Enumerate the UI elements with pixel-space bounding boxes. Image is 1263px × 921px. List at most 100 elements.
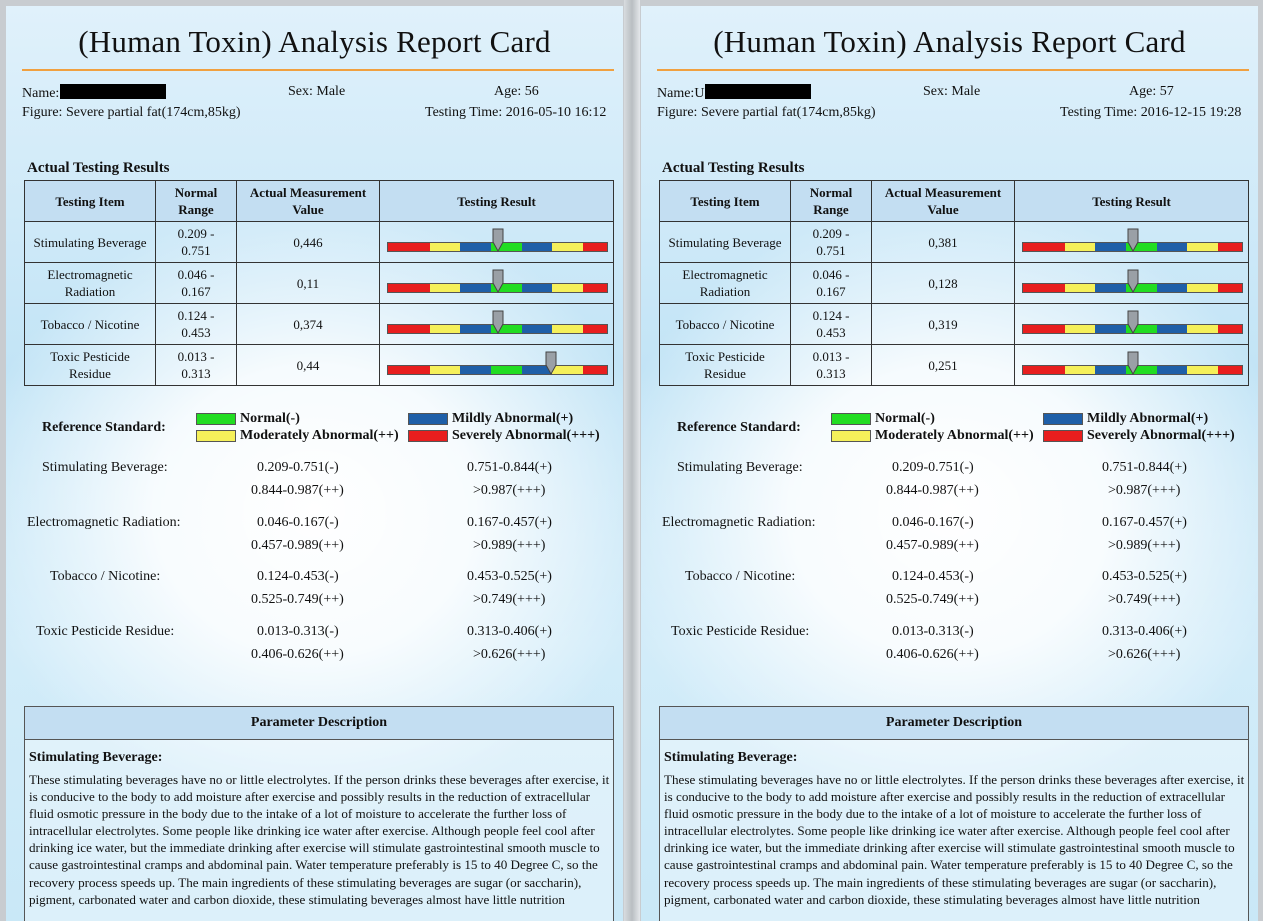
reference-normal-range: 0.124-0.453(-) — [892, 569, 974, 584]
reference-mild-range: 0.167-0.457(+) — [1102, 514, 1187, 530]
patient-name: Name:U — [657, 84, 812, 102]
testing-item-name: Electromagnetic Radiation — [659, 262, 791, 304]
gauge-segment — [582, 366, 607, 374]
normal-range: 0.209 - 0.751 — [790, 221, 872, 263]
reference-normal-range: 0.209-0.751(-) — [892, 460, 974, 475]
name-redaction — [60, 84, 167, 99]
parameter-description-box: Parameter Description Stimulating Bevera… — [24, 706, 614, 921]
parameter-description-header: Parameter Description — [660, 707, 1248, 740]
gauge-segment — [1156, 366, 1188, 374]
figure-label: Figure: — [657, 105, 698, 120]
gauge-pointer-icon — [545, 351, 557, 375]
gauge-segment — [1156, 284, 1188, 292]
gauge-segment — [1023, 284, 1065, 292]
legend-normal-swatch — [196, 413, 236, 425]
sex-label: Sex: — [288, 84, 313, 99]
section-title: Actual Testing Results — [662, 160, 805, 176]
gauge-segment — [521, 366, 553, 374]
figure-value: Severe partial fat(174cm,85kg) — [700, 105, 876, 120]
reference-moderate-range: 0.844-0.987(++) — [886, 483, 979, 498]
testing-time: Testing Time: 2016-12-15 19:28 — [1060, 105, 1241, 121]
reference-item-label: Electromagnetic Radiation: — [662, 514, 816, 530]
figure-label: Figure: — [22, 105, 63, 120]
report-page-right: (Human Toxin) Analysis Report Card Name:… — [641, 6, 1258, 921]
name-redaction — [705, 84, 812, 99]
reference-item-label: Toxic Pesticide Residue: — [671, 623, 810, 639]
report-page-left: (Human Toxin) Analysis Report Card Name:… — [6, 6, 623, 921]
gauge-segment — [1095, 366, 1126, 374]
reference-severe-range: >0.987(+++) — [1108, 483, 1181, 498]
gauge-segment — [490, 366, 522, 374]
col-header-item: Testing Item — [659, 180, 791, 222]
legend-severe-label: Severely Abnormal(+++) — [1087, 428, 1235, 443]
gauge-segment — [1023, 325, 1065, 333]
reference-normal-range: 0.013-0.313(-) — [892, 623, 974, 639]
gauge-segment — [1156, 325, 1188, 333]
testing-item-name: Electromagnetic Radiation — [24, 262, 156, 304]
patient-name: Name: — [22, 84, 167, 102]
sex-value: Male — [316, 84, 346, 99]
gauge-pointer-icon — [492, 310, 503, 334]
patient-age: Age: 56 — [494, 84, 539, 100]
gauge-segment — [552, 325, 583, 333]
testing-time-label: Testing Time: — [1060, 105, 1138, 120]
parameter-description-header: Parameter Description — [25, 707, 613, 740]
gauge-segment — [1125, 325, 1157, 333]
patient-figure: Figure: Severe partial fat(174cm,85kg) — [657, 105, 876, 121]
reference-mild-range: 0.167-0.457(+) — [467, 514, 552, 530]
gauge-segment — [1125, 243, 1157, 251]
table-row: Electromagnetic Radiation 0.046 - 0.167 0,… — [24, 262, 614, 304]
reference-severe-range: >0.989(+++) — [1108, 537, 1181, 553]
col-header-range: Normal Range — [790, 180, 872, 222]
reference-normal-range: 0.046-0.167(-) — [892, 514, 974, 530]
gauge-segment — [1064, 325, 1096, 333]
legend-mild-swatch — [1043, 413, 1083, 425]
gauge-segment — [460, 243, 491, 251]
legend-mild-label: Mildly Abnormal(+) — [1087, 411, 1209, 426]
name-value: U — [694, 86, 705, 101]
gauge-segment — [552, 366, 583, 374]
legend-mild-label: Mildly Abnormal(+) — [452, 411, 574, 426]
reference-severe-range: >0.626(+++) — [473, 646, 546, 662]
figure-value: Severe partial fat(174cm,85kg) — [65, 105, 241, 120]
measurement-value: 0,446 — [236, 221, 380, 263]
testing-item-name: Toxic Pesticide Residue — [24, 344, 156, 386]
parameter-text: These stimulating beverages have no or l… — [29, 772, 610, 907]
measurement-value: 0,11 — [236, 262, 380, 304]
patient-sex: Sex: Male — [923, 84, 980, 100]
gauge-segment — [490, 284, 522, 292]
reference-severe-range: >0.987(+++) — [473, 483, 546, 498]
legend-normal-label: Normal(-) — [240, 411, 300, 426]
legend-normal-swatch — [831, 413, 871, 425]
results-table: Testing Item Normal Range Actual Measure… — [659, 180, 1249, 386]
table-header-row: Testing Item Normal Range Actual Measure… — [659, 180, 1249, 222]
col-header-item: Testing Item — [24, 180, 156, 222]
gauge-pointer-icon — [1127, 228, 1138, 252]
col-header-result: Testing Result — [379, 180, 614, 222]
testing-item-name: Toxic Pesticide Residue — [659, 344, 791, 386]
gauge-segment — [1095, 243, 1126, 251]
testing-item-name: Stimulating Beverage — [24, 221, 156, 263]
age-label: Age: — [494, 84, 522, 99]
legend-severe-swatch — [408, 430, 448, 442]
reference-item-label: Toxic Pesticide Residue: — [36, 623, 175, 639]
gauge-segment — [521, 325, 553, 333]
gauge-segment — [1023, 243, 1065, 251]
parameter-text: These stimulating beverages have no or l… — [664, 772, 1245, 907]
reference-severe-range: >0.749(+++) — [473, 592, 546, 607]
gauge-segment — [460, 325, 491, 333]
reference-mild-range: 0.453-0.525(+) — [1102, 569, 1187, 584]
table-row: Stimulating Beverage 0.209 - 0.751 0,381 — [659, 221, 1249, 263]
table-row: Toxic Pesticide Residue 0.013 - 0.313 0,25… — [659, 344, 1249, 386]
age-value: 56 — [524, 84, 539, 99]
gauge-segment — [1095, 284, 1126, 292]
measurement-value: 0,44 — [236, 344, 380, 386]
gauge-bar — [387, 365, 608, 375]
gauge-segment — [429, 284, 461, 292]
gauge-segment — [1187, 284, 1218, 292]
gauge-segment — [490, 243, 522, 251]
testing-result-gauge — [379, 221, 614, 263]
patient-sex: Sex: Male — [288, 84, 345, 100]
reference-mild-range: 0.313-0.406(+) — [467, 623, 552, 639]
testing-time-value: 2016-05-10 16:12 — [505, 105, 607, 120]
